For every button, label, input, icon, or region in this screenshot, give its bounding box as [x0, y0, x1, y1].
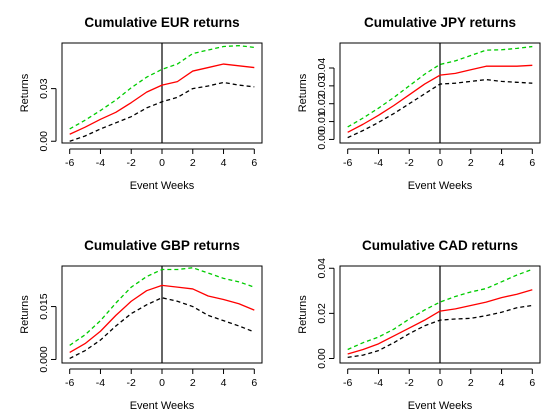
y-axis-label-eur: Returns [19, 73, 31, 112]
x-tick-label-eur: -2 [127, 157, 136, 169]
x-tick-label-gbp: 6 [251, 377, 257, 389]
series-line-mean-gbp [69, 284, 255, 353]
x-tick-label-jpy: 6 [529, 157, 535, 169]
y-tick-label-jpy: 0.03 [316, 75, 328, 96]
x-tick-label-eur: 0 [159, 157, 165, 169]
x-tick-label-cad: 4 [499, 377, 505, 389]
x-tick-label-jpy: -2 [405, 157, 414, 169]
x-tick-label-cad: 6 [529, 377, 535, 389]
y-tick-label-jpy: 0.00 [316, 129, 328, 150]
x-tick-label-gbp: -4 [96, 377, 105, 389]
y-tick-label-gbp: 0.015 [38, 293, 50, 319]
x-axis-label-gbp: Event Weeks [130, 400, 195, 412]
series-line-upper-jpy [347, 45, 533, 128]
series-line-lower-jpy [347, 78, 533, 139]
x-tick-label-gbp: 0 [159, 377, 165, 389]
x-axis-label-eur: Event Weeks [130, 180, 195, 192]
series-line-lower-eur [69, 81, 255, 142]
x-tick-label-cad: -6 [343, 377, 352, 389]
x-tick-label-eur: 2 [190, 157, 196, 169]
panel-eur: Cumulative EUR returns -6 -4 -2 0 2 4 6 Event We… [19, 15, 263, 192]
y-axis-label-jpy: Returns [297, 73, 309, 112]
x-tick-label-jpy: 2 [468, 157, 474, 169]
panel-gbp: Cumulative GBP returns -6 -4 -2 0 2 4 6 Event We… [19, 238, 263, 412]
panel-jpy: Cumulative JPY returns -6 -4 -2 0 2 4 6 Event We… [297, 15, 541, 192]
panel-cad: Cumulative CAD returns -6 -4 -2 0 2 4 6 Event We… [297, 238, 541, 412]
x-tick-label-cad: -4 [374, 377, 383, 389]
x-tick-label-eur: 6 [251, 157, 257, 169]
y-tick-label-cad: 0.00 [316, 348, 328, 369]
y-tick-label-cad: 0.02 [316, 303, 328, 324]
x-tick-label-cad: -2 [405, 377, 414, 389]
series-line-upper-eur [69, 44, 255, 130]
series-line-lower-gbp [69, 297, 255, 359]
y-tick-label-jpy: 0.02 [316, 93, 328, 114]
x-tick-label-eur: -6 [65, 157, 74, 169]
x-tick-label-eur: -4 [96, 157, 105, 169]
series-line-mean-jpy [347, 64, 533, 133]
x-tick-label-jpy: -4 [374, 157, 383, 169]
series-line-lower-cad [347, 304, 533, 359]
x-tick-label-gbp: -2 [127, 377, 136, 389]
y-axis-label-cad: Returns [297, 295, 309, 334]
chart-title-jpy: Cumulative JPY returns [364, 15, 516, 30]
series-line-upper-cad [347, 268, 533, 351]
x-tick-label-eur: 4 [221, 157, 227, 169]
x-tick-label-gbp: 2 [190, 377, 196, 389]
x-tick-label-jpy: 4 [499, 157, 505, 169]
y-tick-label-eur: 0.03 [38, 78, 50, 99]
y-tick-label-gbp: 0.000 [38, 346, 50, 372]
series-line-upper-gbp [69, 267, 255, 346]
x-tick-label-cad: 0 [437, 377, 443, 389]
chart-title-cad: Cumulative CAD returns [362, 238, 518, 253]
series-line-mean-eur [69, 63, 255, 135]
x-tick-label-cad: 2 [468, 377, 474, 389]
x-tick-label-gbp: 4 [221, 377, 227, 389]
y-tick-label-jpy: 0.01 [316, 111, 328, 132]
y-tick-label-eur: 0.00 [38, 131, 50, 152]
chart-title-eur: Cumulative EUR returns [84, 15, 239, 30]
x-tick-label-jpy: 0 [437, 157, 443, 169]
x-tick-label-jpy: -6 [343, 157, 352, 169]
x-axis-label-jpy: Event Weeks [408, 180, 473, 192]
x-axis-label-cad: Event Weeks [408, 400, 473, 412]
series-line-mean-cad [347, 289, 533, 355]
chart-title-gbp: Cumulative GBP returns [84, 238, 240, 253]
y-tick-label-cad: 0.04 [316, 258, 328, 279]
y-tick-label-jpy: 0.04 [316, 58, 328, 79]
x-tick-label-gbp: -6 [65, 377, 74, 389]
y-axis-label-gbp: Returns [19, 295, 31, 334]
